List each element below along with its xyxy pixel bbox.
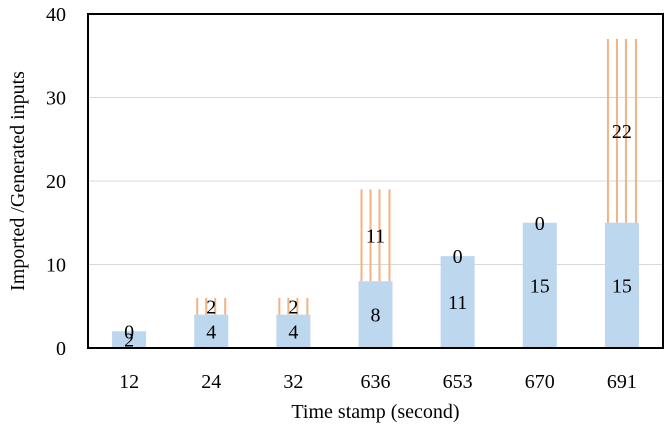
bar-top — [360, 189, 391, 282]
bar-top — [606, 39, 637, 223]
y-tick-label: 30 — [46, 88, 66, 110]
data-label-base: 2 — [124, 330, 134, 352]
data-label-top: 2 — [288, 296, 298, 318]
x-tick-label: 636 — [361, 371, 391, 393]
y-tick-label: 40 — [46, 4, 66, 26]
data-label-base: 15 — [530, 275, 550, 297]
bar-base — [112, 331, 147, 348]
data-label-top: 0 — [535, 213, 545, 235]
x-tick-label: 691 — [607, 371, 637, 393]
data-label-base: 4 — [288, 321, 298, 343]
bar-top — [196, 297, 227, 315]
data-label-top: 0 — [124, 321, 134, 343]
data-label-base: 11 — [448, 292, 467, 314]
y-axis-title: Imported /Generated inputs — [7, 71, 29, 291]
plot-frame — [87, 13, 664, 349]
data-label-top: 0 — [453, 246, 463, 268]
data-label-base: 15 — [612, 275, 632, 297]
bar-base — [440, 256, 475, 348]
bar-base — [358, 281, 393, 348]
bar-base — [276, 314, 311, 348]
bar-base — [194, 314, 229, 348]
x-tick-label: 12 — [119, 371, 139, 393]
bar-base — [522, 222, 557, 348]
y-tick-label: 0 — [56, 338, 66, 360]
data-label-top: 22 — [612, 121, 632, 143]
data-label-base: 4 — [206, 321, 216, 343]
x-tick-label: 32 — [283, 371, 303, 393]
data-label-top: 11 — [366, 225, 385, 247]
gridlines — [88, 97, 663, 265]
x-tick-label: 653 — [443, 371, 473, 393]
x-axis-title: Time stamp (second) — [291, 401, 459, 423]
bar-base — [604, 222, 639, 348]
data-label-base: 8 — [371, 305, 381, 327]
y-tick-label: 10 — [46, 255, 66, 277]
bar-top — [278, 297, 309, 315]
bars — [112, 39, 639, 348]
x-tick-label: 24 — [201, 371, 221, 393]
x-tick-label: 670 — [525, 371, 555, 393]
y-tick-labels: 0 10 20 30 40 — [46, 4, 66, 360]
y-tick-label: 20 — [46, 171, 66, 193]
x-tick-labels: 12 24 32 636 653 670 691 — [119, 371, 637, 393]
data-label-top: 2 — [206, 296, 216, 318]
